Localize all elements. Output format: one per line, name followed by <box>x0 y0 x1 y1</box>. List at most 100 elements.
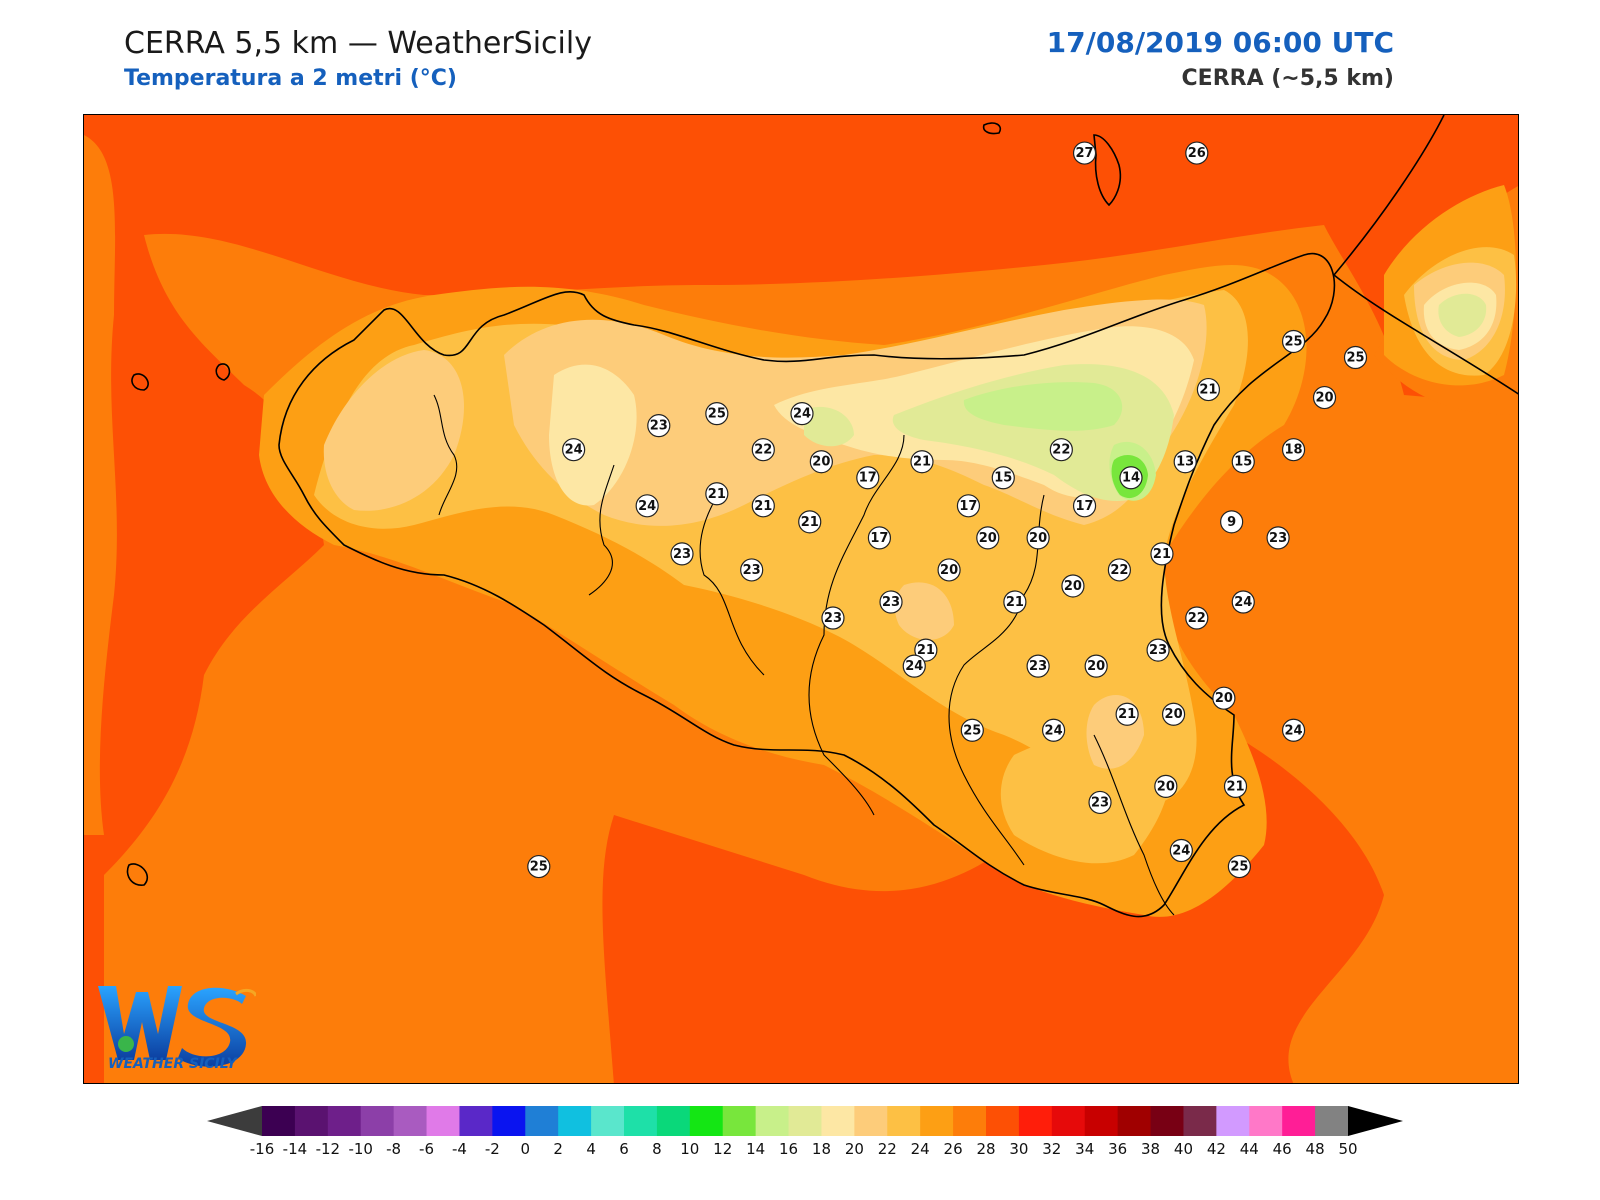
station-circle <box>1312 385 1337 410</box>
colorbar-segment <box>854 1106 888 1136</box>
station-circle <box>1003 590 1027 614</box>
station-value: 20 <box>1315 391 1333 406</box>
station-marker: 23 <box>1088 790 1112 815</box>
station-marker: 24 <box>902 654 926 678</box>
station-marker: 23 <box>1266 526 1290 550</box>
station-marker: 22 <box>1185 606 1209 630</box>
station-circle <box>821 606 845 630</box>
station-marker: 24 <box>562 438 586 462</box>
station-value: 21 <box>1118 707 1136 722</box>
colorbar-segment <box>393 1106 428 1136</box>
colorbar-segment <box>525 1106 559 1136</box>
station-marker: 21 <box>705 482 729 506</box>
colorbar-segment <box>1249 1106 1283 1136</box>
station-value: 17 <box>1076 499 1094 514</box>
station-value: 23 <box>882 595 900 610</box>
station-circle <box>902 654 926 678</box>
colorbar-segment <box>426 1106 460 1136</box>
station-marker: 22 <box>751 438 775 462</box>
station-marker: 20 <box>937 558 961 582</box>
colorbar-tick-label: 32 <box>1042 1140 1061 1158</box>
station-circle <box>1161 702 1186 726</box>
station-circle <box>1061 574 1085 598</box>
station-circle <box>1266 526 1290 550</box>
station-circle <box>1169 838 1193 863</box>
colorbar-tick-label: 14 <box>746 1140 765 1158</box>
colorbar-segment <box>920 1106 954 1136</box>
colorbar-tick-label: 0 <box>520 1140 530 1158</box>
station-marker: 23 <box>740 558 764 582</box>
station-value: 24 <box>1045 723 1063 738</box>
colorbar-tick-label: 44 <box>1240 1140 1259 1158</box>
station-value: 17 <box>870 531 888 546</box>
station-circle <box>956 494 981 518</box>
colorbar-segment <box>689 1106 724 1136</box>
station-value: 22 <box>1110 563 1128 578</box>
colorbar-tick-label: 16 <box>779 1140 798 1158</box>
station-value: 24 <box>1234 595 1252 610</box>
colorbar-tick-label: 26 <box>944 1140 963 1158</box>
station-marker: 25 <box>1227 854 1251 879</box>
station-marker: 24 <box>1281 718 1306 742</box>
station-marker: 20 <box>809 450 833 474</box>
colorbar-segment <box>722 1106 757 1136</box>
coastline <box>126 115 1518 918</box>
station-marker: 21 <box>1196 377 1221 402</box>
colorbar-tick-label: -8 <box>386 1140 401 1158</box>
station-marker: 17 <box>856 466 880 490</box>
station-value: 20 <box>1029 531 1047 546</box>
station-value: 15 <box>1234 455 1252 470</box>
station-value: 23 <box>650 419 668 434</box>
colorbar-tick-label: 10 <box>680 1140 699 1158</box>
colorbar-tick-label: 24 <box>911 1140 930 1158</box>
colorbar-tick-label: 30 <box>1009 1140 1028 1158</box>
station-marker: 17 <box>956 494 981 518</box>
station-circle <box>562 438 586 462</box>
station-value: 25 <box>1285 334 1303 349</box>
colorbar-segment <box>953 1106 987 1136</box>
station-value: 23 <box>743 563 761 578</box>
station-marker: 21 <box>751 494 775 518</box>
station-marker: 21 <box>798 510 822 534</box>
temperature-map[interactable]: 27 26 25 24 23 25 25 21 20 24 22 22 18 20 21 13 15 17 15 14… <box>83 114 1519 1084</box>
station-value: 22 <box>1188 611 1206 626</box>
station-circle <box>1049 438 1073 462</box>
station-value: 20 <box>1165 707 1183 722</box>
station-value: 9 <box>1227 515 1236 530</box>
station-circle <box>635 494 659 518</box>
station-circle <box>1212 686 1236 710</box>
colorbar-over-arrow <box>1348 1106 1403 1136</box>
station-circle <box>1343 345 1368 370</box>
station-value: 25 <box>963 723 981 738</box>
station-value: 22 <box>754 443 772 458</box>
station-value: 22 <box>1052 443 1070 458</box>
station-marker: 21 <box>1115 702 1139 726</box>
colorbar-segment <box>1051 1106 1086 1136</box>
station-marker: 21 <box>1150 542 1174 566</box>
colorbar-segment <box>887 1106 921 1136</box>
station-value: 26 <box>1188 146 1206 161</box>
station-value: 21 <box>754 499 772 514</box>
station-circle <box>1220 510 1244 534</box>
station-circle <box>809 450 833 474</box>
station-circle <box>914 638 938 662</box>
station-marker: 24 <box>635 494 659 518</box>
station-marker: 17 <box>1072 494 1097 518</box>
colorbar-tick-label: 50 <box>1338 1140 1357 1158</box>
colorbar-segment <box>591 1106 625 1136</box>
colorbar-tick-label: 12 <box>713 1140 732 1158</box>
station-circle <box>1084 654 1108 678</box>
colorbar-segment <box>262 1106 296 1136</box>
station-circle <box>1088 790 1112 815</box>
colorbar-segment <box>1282 1106 1316 1136</box>
colorbar-tick-label: -2 <box>485 1140 500 1158</box>
station-marker: 25 <box>1281 329 1306 354</box>
station-marker: 24 <box>1231 590 1255 614</box>
station-circle <box>1146 638 1170 662</box>
station-value: 20 <box>940 563 958 578</box>
station-circle <box>991 466 1015 490</box>
station-value: 27 <box>1076 146 1094 161</box>
station-circle <box>798 510 822 534</box>
weathersicily-logo <box>98 986 256 1067</box>
station-value: 13 <box>1176 455 1194 470</box>
